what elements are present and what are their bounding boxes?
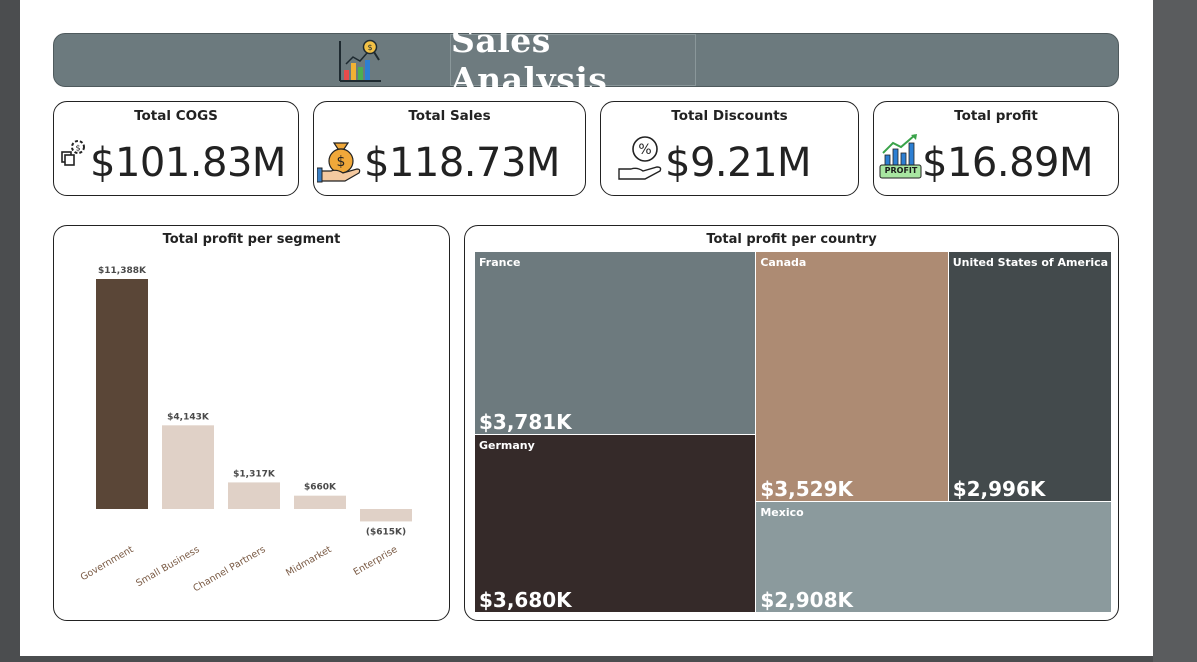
kpi-title: Total Sales bbox=[408, 108, 491, 124]
kpi-title: Total COGS bbox=[134, 108, 218, 124]
segment-chart-panel: Total profit per segment $11,388K Governm… bbox=[53, 225, 450, 621]
data-label: $1,317K bbox=[233, 469, 276, 479]
percent-hand-icon: % bbox=[618, 136, 662, 180]
profit-badge: PROFIT bbox=[884, 166, 918, 175]
svg-text:$: $ bbox=[367, 43, 372, 52]
chart-title: Total profit per country bbox=[706, 232, 877, 247]
treemap-value-label: $3,680K bbox=[479, 587, 572, 612]
bar-enterprise[interactable] bbox=[360, 509, 412, 522]
kpi-value: $16.89M bbox=[922, 140, 1093, 186]
profit-chart-icon bbox=[879, 134, 922, 179]
data-label: $11,388K bbox=[98, 266, 147, 276]
category-label: Enterprise bbox=[352, 544, 400, 578]
bar-midmarket[interactable] bbox=[294, 495, 346, 509]
treemap-value-label: $3,781K bbox=[479, 409, 572, 434]
kpi-title: Total Discounts bbox=[671, 108, 788, 124]
kpi-value: $118.73M bbox=[364, 140, 560, 186]
country-treemap: France $3,781K Germany $3,680K Canada $3,529K… bbox=[475, 252, 1112, 613]
gear-dollar-icon: $ bbox=[61, 140, 85, 166]
bar-government[interactable] bbox=[96, 279, 148, 509]
category-label: Government bbox=[79, 544, 136, 583]
kpi-value: $9.21M bbox=[665, 140, 812, 186]
treemap-cell-france[interactable]: France $3,781K bbox=[475, 252, 757, 435]
bar-small-business[interactable] bbox=[162, 425, 214, 509]
analytics-chart-icon: $ bbox=[339, 39, 381, 82]
category-label: Midmarket bbox=[284, 544, 334, 579]
category-label: Channel Partners bbox=[191, 544, 267, 594]
treemap-cell-canada[interactable]: Canada $3,529K bbox=[756, 252, 949, 502]
treemap-country-label: France bbox=[479, 256, 521, 269]
treemap-cell-germany[interactable]: Germany $3,680K bbox=[475, 434, 757, 613]
scroll-area bbox=[1153, 0, 1197, 662]
treemap-country-label: United States of America bbox=[952, 256, 1109, 269]
title-banner: $ Sales Analysis bbox=[53, 21, 1119, 99]
segment-bar-chart: $11,388K Government $4,143K Small Business $… bbox=[79, 266, 412, 594]
country-treemap-panel: Total profit per country France $3,781K Ge… bbox=[464, 225, 1119, 621]
kpi-card-cogs: Total COGS $ $101.83M bbox=[53, 101, 299, 196]
treemap-country-label: Canada bbox=[760, 256, 807, 269]
kpi-card-profit: Total profit PROFIT $16.89M bbox=[873, 101, 1119, 196]
treemap-cell-mexico[interactable]: Mexico $2,908K bbox=[756, 501, 1112, 613]
treemap-cell-united-states-of-america[interactable]: United States of America $2,996K bbox=[948, 252, 1112, 502]
svg-text:%: % bbox=[638, 142, 651, 158]
category-label: Small Business bbox=[134, 544, 201, 589]
treemap-value-label: $2,996K bbox=[952, 476, 1046, 501]
kpi-title: Total profit bbox=[954, 108, 1038, 124]
page-title: Sales Analysis bbox=[451, 21, 608, 99]
kpi-card-sales: Total Sales $ $118.73M bbox=[313, 101, 586, 196]
bar-channel-partners[interactable] bbox=[228, 482, 280, 509]
money-bag-hand-icon: $ bbox=[317, 142, 361, 183]
treemap-value-label: $2,908K bbox=[760, 587, 853, 612]
data-label: $660K bbox=[304, 483, 337, 493]
chart-title: Total profit per segment bbox=[162, 232, 341, 247]
svg-text:$: $ bbox=[337, 154, 346, 170]
treemap-country-label: Mexico bbox=[760, 505, 804, 519]
kpi-value: $101.83M bbox=[90, 140, 286, 186]
treemap-country-label: Germany bbox=[479, 438, 535, 452]
title-box: Sales Analysis bbox=[450, 21, 696, 99]
svg-text:$: $ bbox=[75, 144, 80, 153]
data-label: ($615K) bbox=[366, 527, 406, 537]
kpi-card-discounts: Total Discounts % $9.21M bbox=[600, 101, 859, 196]
data-label: $4,143K bbox=[167, 412, 210, 422]
treemap-value-label: $3,529K bbox=[760, 476, 853, 501]
